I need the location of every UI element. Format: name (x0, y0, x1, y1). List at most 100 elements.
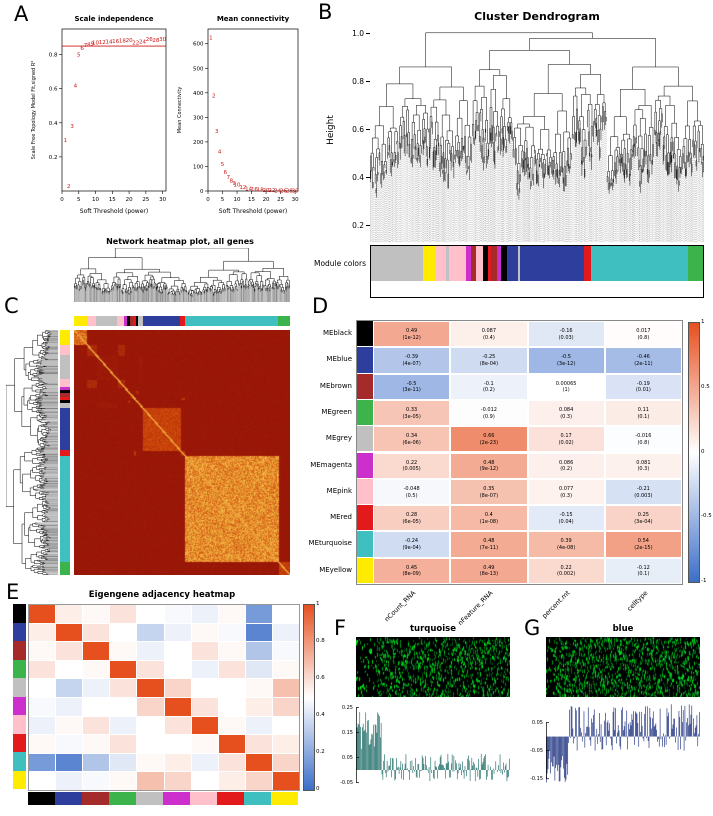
module-color-segment-brown (491, 246, 497, 281)
module-color-segment-brown (471, 246, 476, 281)
svg-text:1: 1 (64, 138, 68, 144)
svg-text:100: 100 (193, 164, 204, 170)
module-row-label: MEblue (326, 355, 352, 364)
eigengene-cell (137, 772, 164, 790)
blue-eigengene-barplot (546, 700, 700, 790)
bar-y-tick: 0.25 (341, 704, 353, 711)
svg-text:14: 14 (245, 186, 252, 192)
svg-text:Soft Threshold (power): Soft Threshold (power) (80, 208, 148, 215)
eigengene-cell (272, 735, 299, 753)
trait-column-label: celltype (625, 589, 650, 613)
height-tick-label: 0.6 (352, 124, 364, 134)
eigengene-cell (164, 660, 191, 679)
eigengene-cell (272, 716, 299, 735)
svg-text:30: 30 (159, 37, 166, 43)
module-swatch-yellow (357, 557, 373, 584)
module-swatch-grey (357, 426, 373, 453)
module-color-segment-blue (142, 316, 181, 326)
eigengene-cell (164, 735, 191, 753)
svg-text:8: 8 (87, 42, 91, 48)
eigengene-cell (29, 660, 56, 679)
module-trait-cell: 0.39 (4e-08) (527, 531, 605, 558)
module-trait-cell: -0.012 (0.9) (450, 399, 528, 427)
module-trait-cell: 0.081 (0.3) (604, 452, 682, 479)
eigengene-cell (164, 753, 191, 772)
module-trait-heatmap: 0.49 (1e-12) 0.087 (0.4) -0.16 (0.03) 0.017 (0.… (356, 320, 683, 585)
module-color-segment-grey (96, 316, 118, 326)
panel-label-b: B (318, 0, 333, 24)
module-trait-cell: 0.28 (6e-05) (373, 505, 451, 532)
eigengene-cell (137, 642, 164, 660)
module-row-label: MEyellow (319, 565, 352, 574)
svg-text:Scale independence: Scale independence (74, 15, 153, 23)
eigengene-cell (218, 623, 245, 642)
eigengene-strip-grey (136, 792, 163, 805)
module-trait-cell: 0.49 (8e-13) (450, 557, 528, 584)
eigengene-cell (218, 735, 245, 753)
svg-text:8: 8 (229, 178, 233, 184)
eigengene-cell (191, 679, 218, 697)
eigengene-cell (83, 660, 110, 679)
eigengene-cell (110, 753, 137, 772)
module-color-segment-black (60, 390, 70, 394)
module-row-label: MEbrown (319, 381, 352, 390)
eigengene-cell (110, 698, 137, 716)
turquoise-eigengene-barplot (356, 700, 510, 790)
tom-left-color-strip (60, 330, 70, 575)
eigengene-cell (56, 698, 83, 716)
panel-label-g: G (524, 616, 541, 640)
trait-legend-tick: 0 (701, 448, 705, 455)
module-color-segment-black (483, 246, 488, 281)
height-axis-tick (366, 128, 370, 130)
module-color-segment-magenta (496, 246, 502, 281)
panel-label-e: E (6, 580, 20, 604)
cluster-dendrogram-canvas (370, 28, 704, 242)
eigengene-cell (110, 716, 137, 735)
height-axis-label: Height (325, 115, 336, 145)
svg-text:7: 7 (84, 43, 88, 49)
svg-text:25: 25 (277, 197, 284, 203)
module-trait-cell: -0.048 (0.5) (373, 478, 451, 506)
svg-text:22: 22 (268, 188, 275, 194)
module-color-segment-magenta (60, 387, 70, 391)
svg-text:Mean connectivity: Mean connectivity (217, 15, 290, 23)
module-color-segment-pink (60, 379, 70, 387)
svg-text:26: 26 (280, 188, 287, 194)
eigengene-cell (83, 679, 110, 697)
module-row-label: MEblack (322, 329, 352, 337)
tom-top-color-strip (74, 316, 290, 326)
module-trait-cell: 0.077 (0.3) (527, 478, 605, 506)
module-color-segment-pink (117, 316, 125, 326)
eigengene-cell (272, 605, 299, 623)
svg-text:28: 28 (286, 189, 293, 195)
svg-text:6: 6 (224, 170, 228, 176)
tom-top-dendrogram-canvas (74, 248, 290, 302)
svg-text:16: 16 (251, 187, 258, 193)
trait-column-label: nCount_RNA (382, 589, 418, 624)
module-color-segment-turquoise (184, 316, 279, 326)
module-trait-legend (688, 322, 700, 583)
eigengene-cell (110, 623, 137, 642)
module-trait-cell: 0.086 (0.2) (527, 452, 605, 479)
svg-text:0: 0 (60, 197, 64, 203)
eigengene-cell (191, 716, 218, 735)
eigengene-cell (110, 735, 137, 753)
svg-text:30: 30 (292, 189, 299, 195)
svg-text:30: 30 (159, 197, 166, 203)
eigengene-cell (164, 698, 191, 716)
trait-legend-tick: 0.5 (701, 383, 710, 390)
svg-text:10: 10 (234, 197, 241, 203)
module-trait-cell: 0.17 (0.02) (527, 426, 605, 453)
eigengene-cell (245, 660, 272, 679)
height-axis-tick (366, 32, 370, 34)
eigengene-strip-turquoise (244, 792, 271, 805)
module-colors-label: Module colors (313, 259, 366, 268)
eigengene-cell (83, 605, 110, 623)
module-trait-cell: 0.45 (8e-09) (373, 557, 451, 584)
svg-text:0: 0 (206, 197, 210, 203)
module-swatch-red (357, 505, 373, 532)
eigengene-cell (137, 623, 164, 642)
svg-text:18: 18 (119, 39, 126, 45)
eigengene-cell (272, 642, 299, 660)
scale_independence-svg: Scale independence Soft Threshold (power)… (31, 15, 167, 215)
